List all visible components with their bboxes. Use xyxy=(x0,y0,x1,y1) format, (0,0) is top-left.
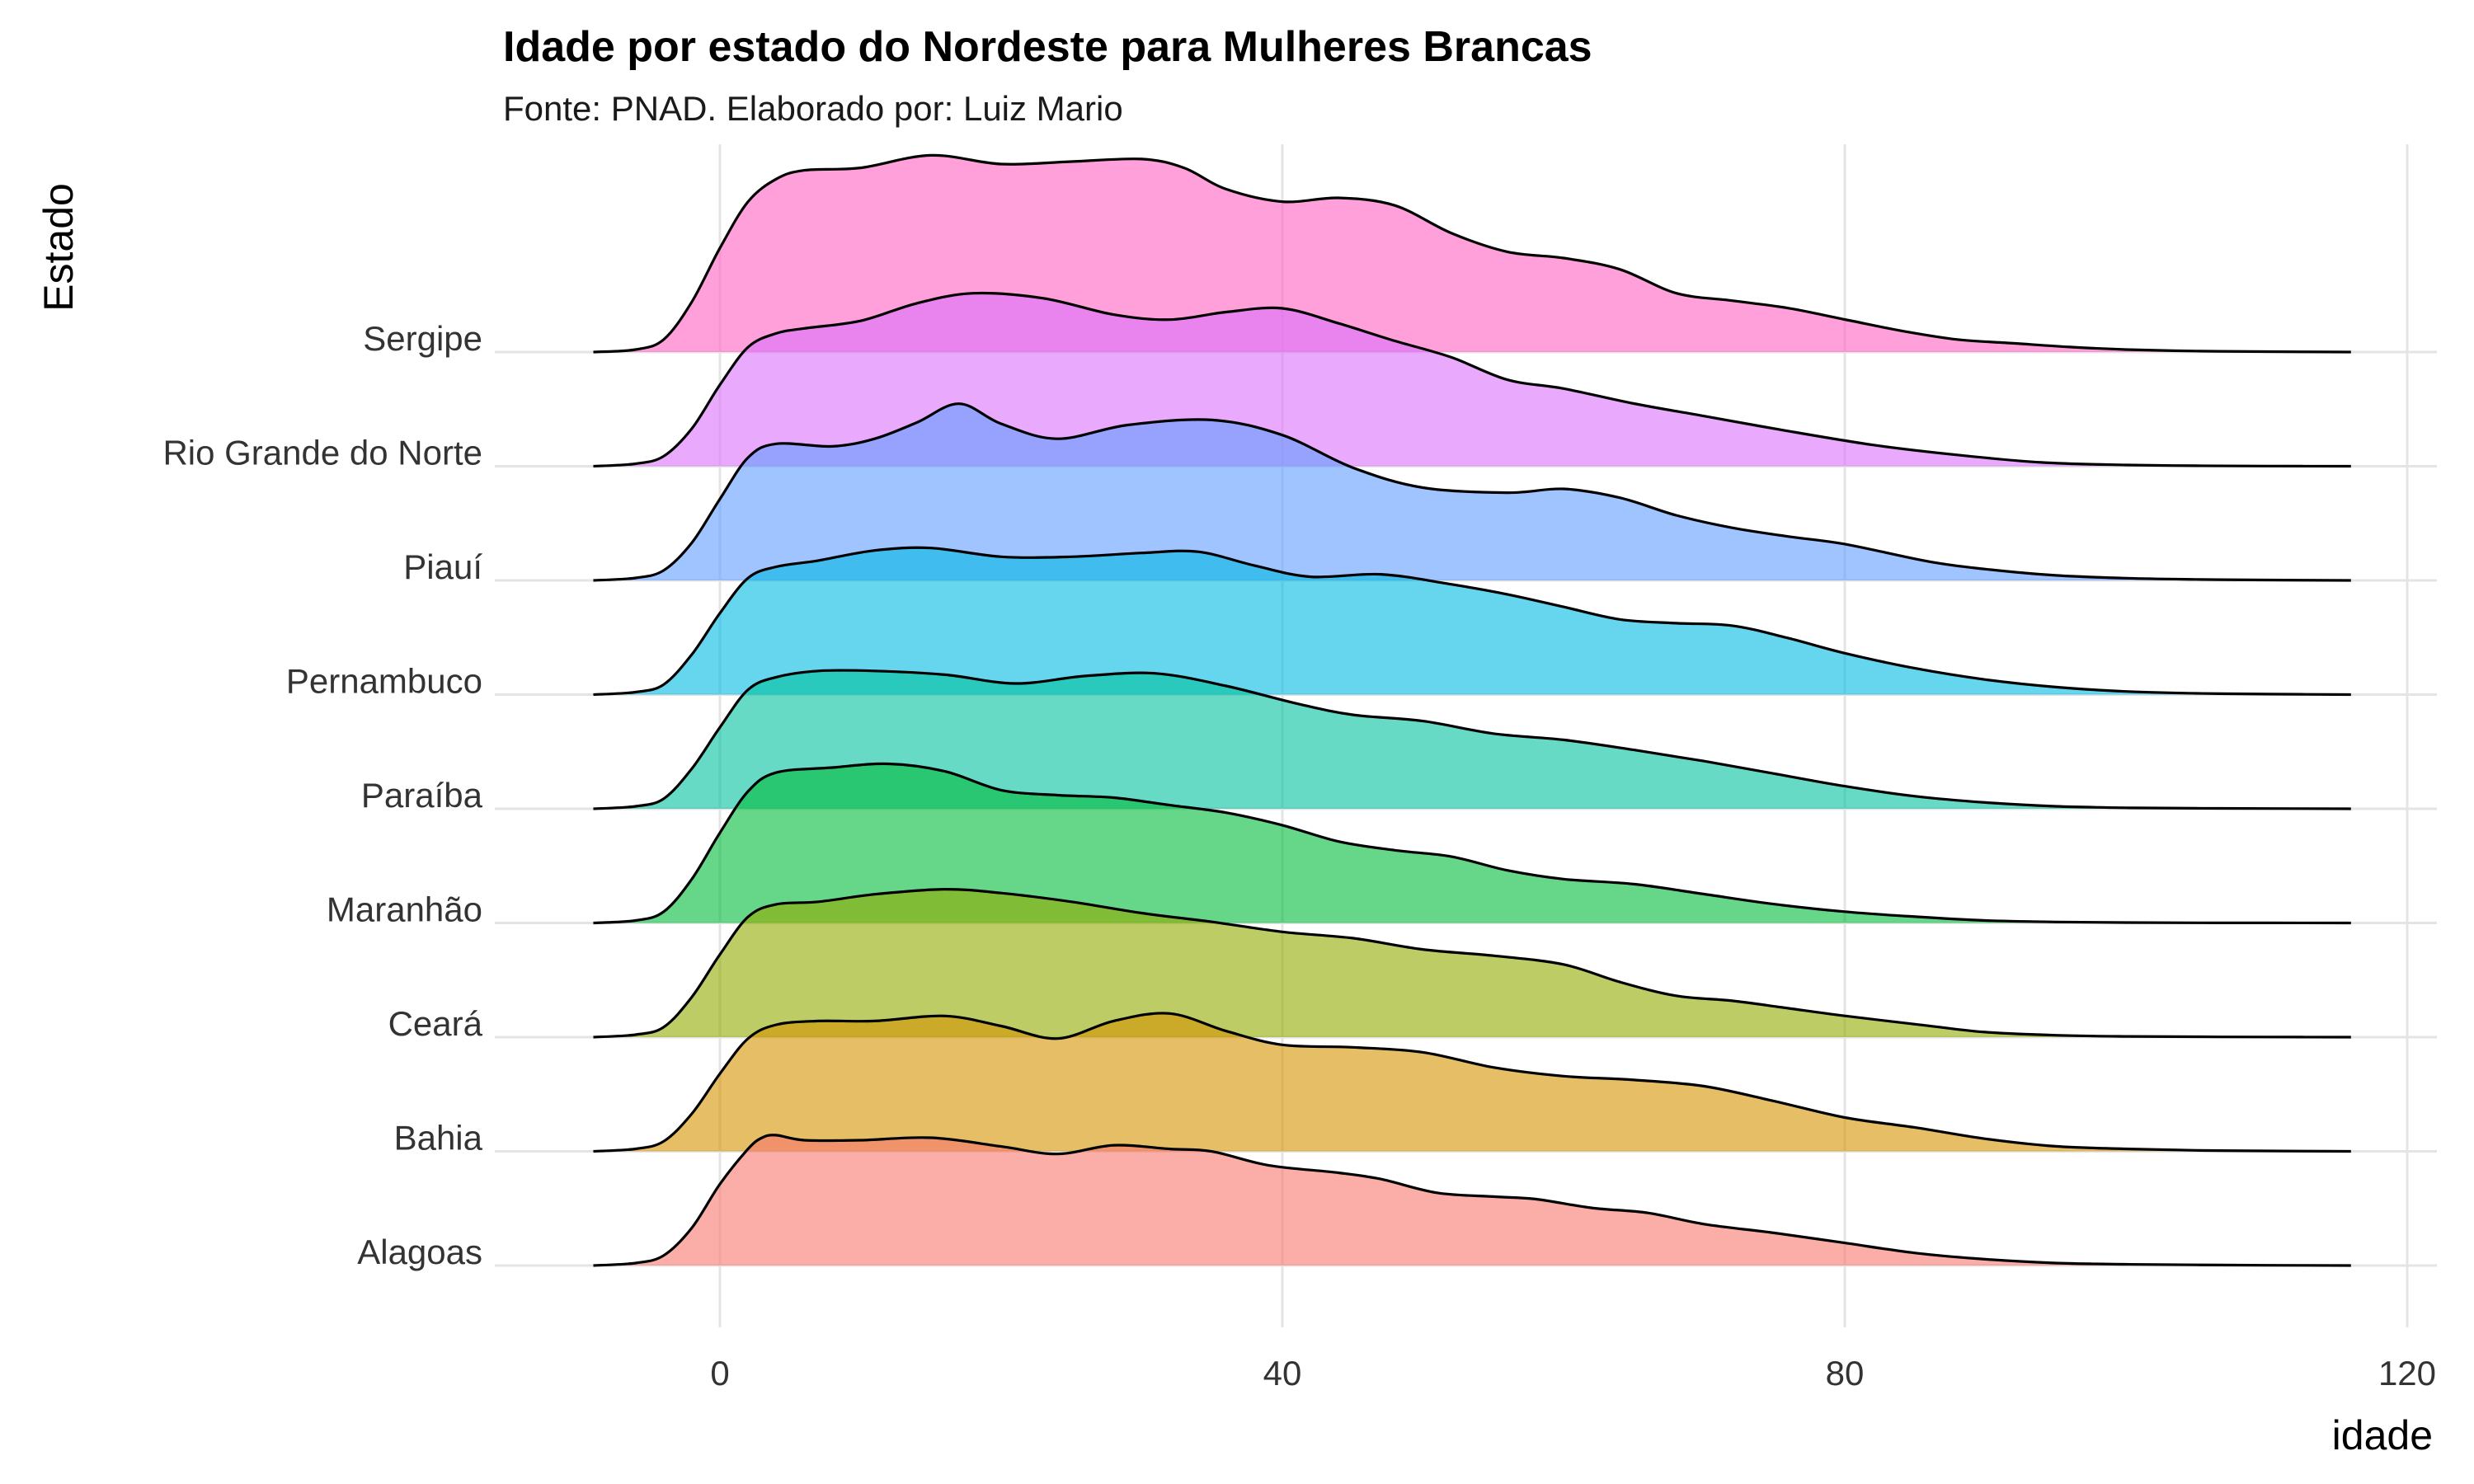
x-tick-label-3: 120 xyxy=(2378,1354,2436,1392)
ridge-area-paraiba xyxy=(593,670,2351,809)
ridge-line-bahia xyxy=(593,1012,2351,1153)
y-tick-label-3: Maranhão xyxy=(327,890,482,929)
ridge-line-piaui xyxy=(593,402,2351,582)
chart-title: Idade por estado do Nordeste para Mulher… xyxy=(503,23,1592,71)
y-tick-label-7: Rio Grande do Norte xyxy=(162,434,482,472)
ridge-area-pernambuco xyxy=(593,547,2351,695)
y-tick-label-1: Bahia xyxy=(394,1119,483,1158)
y-tick-label-0: Alagoas xyxy=(357,1233,482,1271)
y-tick-label-6: Piauí xyxy=(403,547,482,586)
x-tick-label-1: 40 xyxy=(1263,1354,1302,1392)
label-layer: 0 40 80 120 Alagoas Bahia Ceará Maranhão Paraíba… xyxy=(162,319,2436,1392)
ridge-area-rio-grande-do-norte xyxy=(593,293,2351,467)
ridge-line-sergipe xyxy=(593,153,2351,354)
ridge-layer xyxy=(593,153,2351,1267)
ridge-line-alagoas xyxy=(593,1134,2351,1267)
ridge-area-maranhao xyxy=(593,763,2351,923)
x-axis-title: idade xyxy=(2332,1412,2433,1458)
y-axis-title: Estado xyxy=(35,183,82,312)
x-tick-label-0: 0 xyxy=(710,1354,729,1392)
ridge-line-paraiba xyxy=(593,669,2351,810)
ridge-area-bahia xyxy=(593,1012,2351,1152)
ridge-area-alagoas xyxy=(593,1134,2351,1266)
ridge-line-rio-grande-do-norte xyxy=(593,291,2351,468)
ridge-area-ceara xyxy=(593,889,2351,1037)
y-tick-label-4: Paraíba xyxy=(361,776,483,815)
chart-subtitle: Fonte: PNAD. Elaborado por: Luiz Mario xyxy=(503,89,1123,128)
ridge-line-pernambuco xyxy=(593,546,2351,697)
y-tick-label-5: Pernambuco xyxy=(286,662,482,701)
y-tick-label-2: Ceará xyxy=(388,1004,483,1043)
ridge-line-ceara xyxy=(593,887,2351,1039)
y-tick-label-8: Sergipe xyxy=(363,319,482,358)
x-tick-label-2: 80 xyxy=(1826,1354,1865,1392)
ridge-line-maranhao xyxy=(593,762,2351,925)
